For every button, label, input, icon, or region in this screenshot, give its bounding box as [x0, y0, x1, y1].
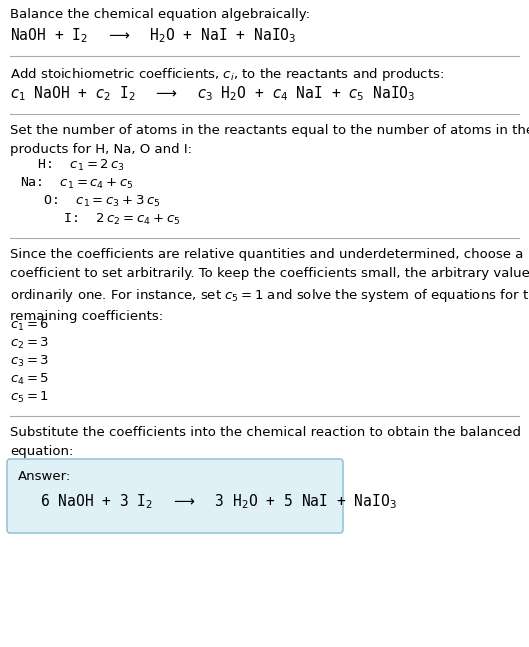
Text: 6 NaOH + 3 I$_2$  $\longrightarrow$  3 H$_2$O + 5 NaI + NaIO$_3$: 6 NaOH + 3 I$_2$ $\longrightarrow$ 3 H$_…	[40, 492, 397, 510]
Text: $c_5 = 1$: $c_5 = 1$	[10, 390, 49, 405]
Text: Add stoichiometric coefficients, $c_i$, to the reactants and products:: Add stoichiometric coefficients, $c_i$, …	[10, 66, 444, 83]
Text: O:  $c_1 = c_3 + 3\,c_5$: O: $c_1 = c_3 + 3\,c_5$	[28, 194, 160, 209]
Text: NaOH + I$_2$  $\longrightarrow$  H$_2$O + NaI + NaIO$_3$: NaOH + I$_2$ $\longrightarrow$ H$_2$O + …	[10, 26, 296, 45]
Text: Balance the chemical equation algebraically:: Balance the chemical equation algebraica…	[10, 8, 310, 21]
Text: $c_3 = 3$: $c_3 = 3$	[10, 354, 49, 369]
Text: Since the coefficients are relative quantities and underdetermined, choose a
coe: Since the coefficients are relative quan…	[10, 248, 529, 324]
FancyBboxPatch shape	[7, 459, 343, 533]
Text: Answer:: Answer:	[18, 470, 71, 483]
Text: $c_1 = 6$: $c_1 = 6$	[10, 318, 49, 333]
Text: Substitute the coefficients into the chemical reaction to obtain the balanced
eq: Substitute the coefficients into the che…	[10, 426, 521, 458]
Text: $c_4 = 5$: $c_4 = 5$	[10, 372, 49, 387]
Text: I:  $2\,c_2 = c_4 + c_5$: I: $2\,c_2 = c_4 + c_5$	[32, 212, 180, 227]
Text: Set the number of atoms in the reactants equal to the number of atoms in the
pro: Set the number of atoms in the reactants…	[10, 124, 529, 156]
Text: $c_1$ NaOH + $c_2$ I$_2$  $\longrightarrow$  $c_3$ H$_2$O + $c_4$ NaI + $c_5$ Na: $c_1$ NaOH + $c_2$ I$_2$ $\longrightarro…	[10, 84, 415, 103]
Text: Na:  $c_1 = c_4 + c_5$: Na: $c_1 = c_4 + c_5$	[20, 176, 134, 191]
Text: $c_2 = 3$: $c_2 = 3$	[10, 336, 49, 351]
Text: H:  $c_1 = 2\,c_3$: H: $c_1 = 2\,c_3$	[30, 158, 125, 173]
